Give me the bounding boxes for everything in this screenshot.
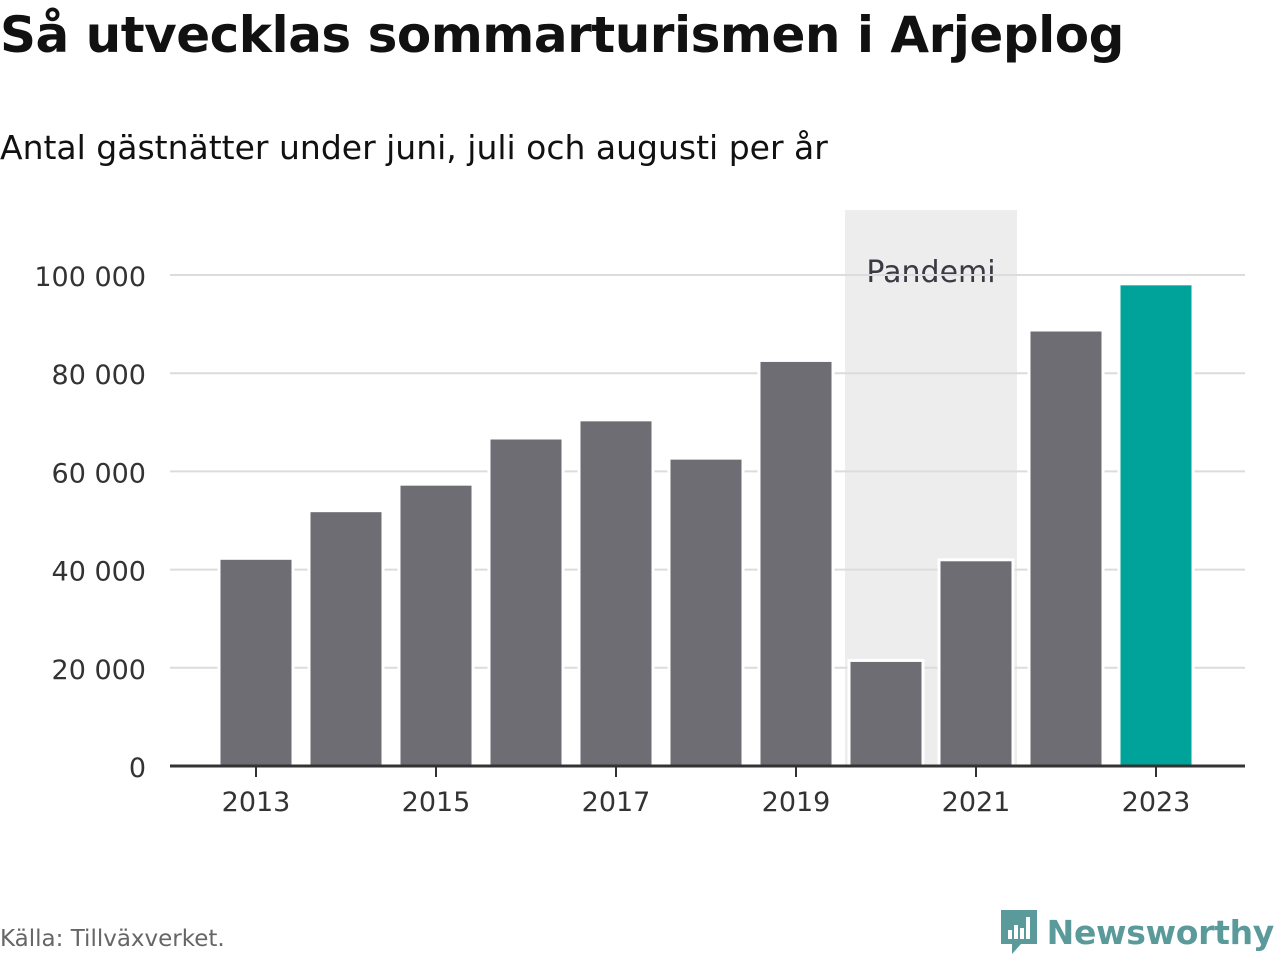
- bar-2023: [1117, 282, 1195, 768]
- bar-2022: [1027, 328, 1105, 768]
- x-tick-label: 2019: [762, 787, 831, 818]
- x-tick-label: 2015: [402, 787, 471, 818]
- y-tick-label: 80 000: [52, 360, 146, 391]
- bar-2019: [757, 358, 835, 768]
- x-tick-label: 2013: [222, 787, 291, 818]
- bar-2020: [847, 658, 925, 768]
- x-tick-label: 2021: [942, 787, 1011, 818]
- logo-text: Newsworthy: [1046, 912, 1275, 952]
- bar-2014: [307, 509, 385, 768]
- chart-subtitle: Antal gästnätter under juni, juli och au…: [0, 128, 828, 167]
- chart-title: Så utvecklas sommarturismen i Arjeplog: [0, 6, 1124, 64]
- y-tick-label: 0: [129, 753, 146, 784]
- bar-2015: [397, 482, 475, 768]
- pandemic-label: Pandemi: [866, 255, 995, 290]
- y-tick-label: 20 000: [52, 655, 146, 686]
- y-tick-label: 100 000: [34, 262, 146, 293]
- x-tick-label: 2023: [1122, 787, 1191, 818]
- y-tick-label: 60 000: [52, 458, 146, 489]
- bar-2021: [937, 558, 1015, 768]
- y-tick-label: 40 000: [52, 557, 146, 588]
- bar-2013: [217, 556, 295, 768]
- x-tick-label: 2017: [582, 787, 651, 818]
- bar-2017: [577, 418, 655, 768]
- newsworthy-logo: Newsworthy: [999, 908, 1274, 956]
- bar-chart-bubble-icon: [1000, 910, 1037, 954]
- bar-chart: Pandemi 0 20 000 40 000 60 000 80 000 100 000 2…: [34, 210, 1245, 818]
- source-note: Källa: Tillväxverket.: [0, 926, 225, 952]
- bar-2016: [487, 436, 565, 768]
- bar-2018: [667, 456, 745, 768]
